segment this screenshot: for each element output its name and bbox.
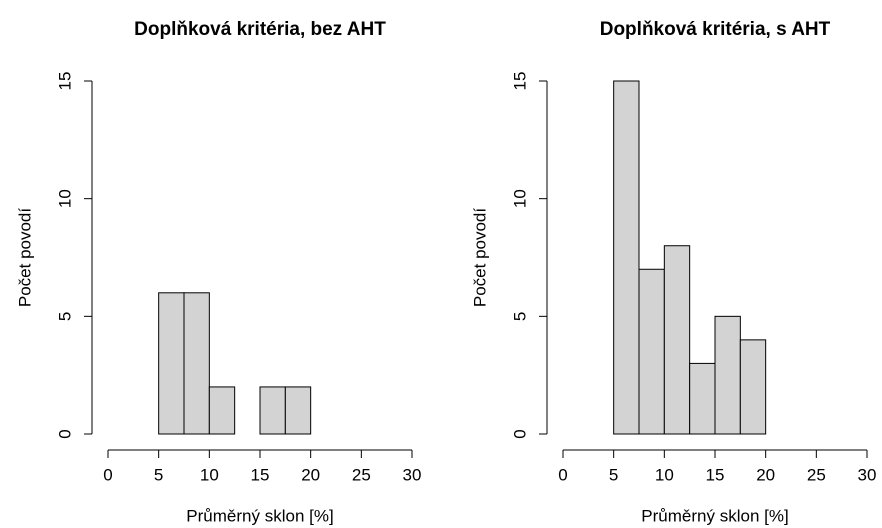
- x-tick-label: 5: [609, 465, 618, 484]
- x-tick-label: 20: [756, 465, 775, 484]
- y-tick-label: 15: [510, 72, 529, 91]
- bar: [663, 245, 691, 435]
- y-axis-label: Počet povodí: [15, 208, 34, 308]
- bar: [689, 362, 716, 435]
- x-tick-label: 15: [251, 465, 270, 484]
- x-tick-label: 20: [301, 465, 320, 484]
- bar: [183, 292, 210, 435]
- x-tick-label: 30: [858, 465, 877, 484]
- bar: [714, 315, 741, 435]
- x-tick-label: 25: [807, 465, 826, 484]
- x-tick-label: 30: [403, 465, 422, 484]
- y-tick-label: 0: [510, 429, 529, 438]
- bar: [638, 268, 665, 435]
- bar: [259, 386, 286, 435]
- chart-title: Doplňková kritéria, bez AHT: [134, 19, 386, 40]
- x-axis-label: Průměrný sklon [%]: [186, 506, 333, 525]
- bar: [208, 386, 236, 435]
- bar: [739, 339, 767, 435]
- x-tick-label: 15: [706, 465, 725, 484]
- y-tick-label: 0: [55, 429, 74, 438]
- x-tick-label: 0: [103, 465, 112, 484]
- y-tick-label: 15: [55, 72, 74, 91]
- x-tick-label: 10: [655, 465, 674, 484]
- x-tick-label: 0: [558, 465, 567, 484]
- x-tick-label: 10: [200, 465, 219, 484]
- y-tick-label: 5: [55, 312, 74, 321]
- bar: [613, 80, 640, 435]
- x-tick-label: 25: [352, 465, 371, 484]
- bar: [284, 386, 312, 435]
- y-tick-label: 10: [510, 189, 529, 208]
- chart-title: Doplňková kritéria, s AHT: [600, 19, 831, 40]
- y-axis-label: Počet povodí: [470, 208, 489, 308]
- x-tick-label: 5: [154, 465, 163, 484]
- x-axis-label: Průměrný sklon [%]: [641, 506, 788, 525]
- bar: [158, 292, 185, 435]
- y-tick-label: 10: [55, 189, 74, 208]
- y-tick-label: 5: [510, 312, 529, 321]
